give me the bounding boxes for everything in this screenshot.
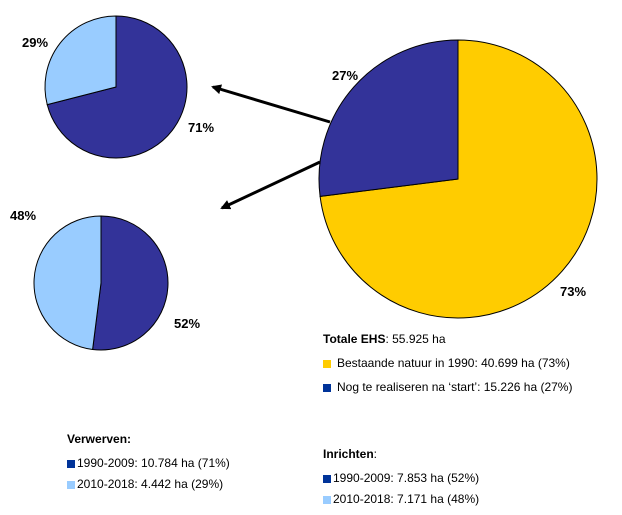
legend-verwerven: Verwerven: 1990-2009: 10.784 ha (71%) 20… <box>67 431 230 493</box>
legend-swatch-dark-blue <box>67 459 75 468</box>
pie-chart-totale-ehs: 73% 27% <box>318 39 598 319</box>
pie-slice-verwerven-0 <box>46 15 188 159</box>
pie-slice-label-verwerven-1: 29% <box>22 35 48 50</box>
pie-slice-label-inrichten-1: 48% <box>10 208 36 223</box>
legend-item-label: Nog te realiseren na ‘start’: 15.226 ha … <box>337 380 573 394</box>
legend-item-verwerven-1990-2009: 1990-2009: 10.784 ha (71%) <box>67 455 230 472</box>
legend-item-label: 2010-2018: 7.171 ha (48%) <box>333 492 480 506</box>
legend-item-label: Bestaande natuur in 1990: 40.699 ha (73%… <box>337 356 570 370</box>
legend-totale-title: Totale EHS <box>323 332 386 346</box>
pie-chart-verwerven: 71% 29% <box>22 15 214 159</box>
pie-chart-inrichten: 52% 48% <box>10 208 200 351</box>
pie-slice-label-totale-0: 73% <box>560 284 586 299</box>
legend-swatch-light-blue <box>323 495 331 504</box>
legend-swatch-light-blue <box>67 480 75 489</box>
pie-slice-label-totale-1: 27% <box>332 68 358 83</box>
legend-swatch-dark-blue <box>323 474 331 483</box>
legend-item-inrichten-2010-2018: 2010-2018: 7.171 ha (48%) <box>323 491 479 508</box>
legend-inrichten-title-suffix: : <box>373 447 378 461</box>
pie-slice-totale-1 <box>318 39 459 197</box>
legend-item-verwerven-2010-2018: 2010-2018: 4.442 ha (29%) <box>67 476 230 493</box>
legend-verwerven-title: Verwerven: <box>67 432 132 446</box>
legend-totale-ehs: Totale EHS : 55.925 ha Bestaande natuur … <box>323 331 572 396</box>
legend-item-label: 1990-2009: 10.784 ha (71%) <box>77 456 230 470</box>
legend-item-bestaande-natuur: Bestaande natuur in 1990: 40.699 ha (73%… <box>323 355 572 372</box>
legend-item-label: 2010-2018: 4.442 ha (29%) <box>77 477 224 491</box>
pie-slice-totale-0 <box>319 39 598 319</box>
legend-item-label: 1990-2009: 7.853 ha (52%) <box>333 471 480 485</box>
arrow-to-inrichten <box>220 160 321 210</box>
pie-slice-label-inrichten-0: 52% <box>174 316 200 331</box>
legend-inrichten: Inrichten : 1990-2009: 7.853 ha (52%) 20… <box>323 446 479 508</box>
pie-slice-label-verwerven-0: 71% <box>188 120 214 135</box>
legend-totale-title-value: : 55.925 ha <box>385 332 446 346</box>
pie-slice-verwerven-1 <box>44 15 117 106</box>
legend-item-nog-te-realiseren: Nog te realiseren na ‘start’: 15.226 ha … <box>323 379 572 396</box>
legend-inrichten-title: Inrichten <box>323 447 374 461</box>
legend-swatch-dark-blue <box>323 383 331 392</box>
pie-slice-inrichten-0 <box>92 215 169 351</box>
pie-slice-inrichten-1 <box>33 215 102 351</box>
arrow-to-verwerven <box>211 84 331 124</box>
legend-swatch-yellow <box>323 359 331 368</box>
legend-item-inrichten-1990-2009: 1990-2009: 7.853 ha (52%) <box>323 470 479 487</box>
